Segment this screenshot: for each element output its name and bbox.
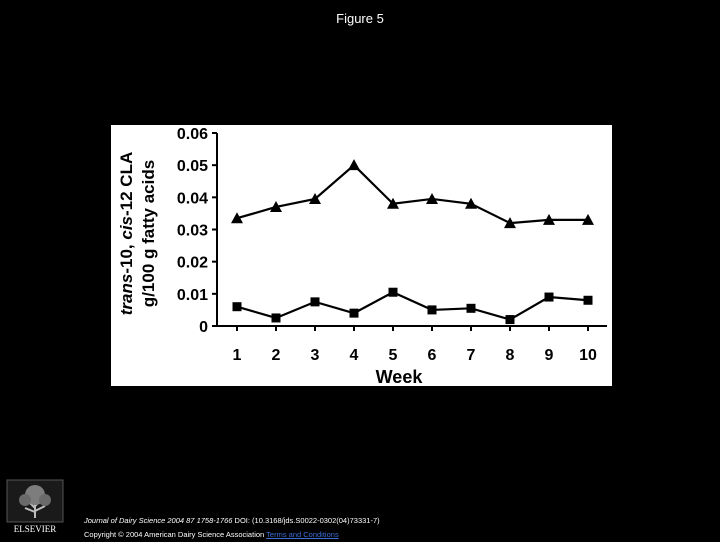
square-point: [388, 287, 398, 297]
square-point: [505, 315, 515, 325]
svg-text:ELSEVIER: ELSEVIER: [14, 524, 57, 534]
figure-title: Figure 5: [336, 11, 384, 26]
square-point: [349, 308, 359, 318]
terms-link[interactable]: Terms and Conditions: [266, 530, 339, 539]
elsevier-logo: ELSEVIER: [6, 479, 64, 534]
triangle-point: [231, 212, 243, 224]
triangle-point: [543, 213, 555, 225]
x-tick-label: 1: [233, 347, 242, 364]
x-axis-ticks: 1 2 3 4 5 6 7 8 9 10: [233, 326, 597, 364]
journal-citation: Journal of Dairy Science 2004 87 1758-17…: [84, 516, 233, 525]
y-tick-label: 0: [199, 319, 208, 336]
axes: [216, 133, 607, 327]
y-tick-label: 0.04: [177, 190, 208, 207]
series-group: [231, 159, 594, 325]
y-axis-title-part: cis: [117, 216, 136, 240]
y-tick-label: 0.01: [177, 287, 208, 304]
y-tick-label: 0.02: [177, 255, 208, 272]
x-tick-label: 3: [311, 347, 320, 364]
square-point: [583, 295, 593, 305]
copyright-text: Copyright © 2004 American Dairy Science …: [84, 530, 265, 539]
citation-footer: Journal of Dairy Science 2004 87 1758-17…: [84, 514, 380, 542]
x-tick-label: 8: [506, 347, 515, 364]
y-tick-label: 0.03: [177, 223, 208, 240]
triangle-point: [426, 192, 438, 204]
square-point: [232, 302, 242, 312]
triangle-point: [309, 192, 321, 204]
line-chart: trans-10, cis-12 CLA g/100 g fatty acids …: [117, 126, 607, 386]
x-tick-label: 4: [350, 347, 359, 364]
chart-panel: trans-10, cis-12 CLA g/100 g fatty acids …: [111, 125, 612, 386]
x-tick-label: 10: [579, 347, 597, 364]
series-line-triangle: [236, 163, 588, 225]
x-tick-label: 5: [389, 347, 398, 364]
y-axis-title: trans-10, cis-12 CLA g/100 g fatty acids: [117, 152, 158, 315]
y-axis-title-line: g/100 g fatty acids: [139, 160, 158, 307]
triangle-point: [270, 200, 282, 212]
y-tick-label: 0.06: [177, 126, 208, 143]
square-point: [310, 297, 320, 307]
triangle-point: [465, 197, 477, 209]
y-tick-label: 0.05: [177, 158, 208, 175]
square-point: [544, 292, 554, 302]
square-point: [427, 305, 437, 315]
y-axis-ticks: 0 0.01 0.02 0.03 0.04 0.05 0.06: [177, 126, 217, 336]
triangle-point: [348, 159, 360, 171]
triangle-point: [504, 217, 516, 229]
triangle-point: [582, 213, 594, 225]
x-tick-label: 7: [467, 347, 476, 364]
y-axis-title-part: g/100 g fatty acids: [139, 160, 158, 307]
square-point: [271, 313, 281, 323]
y-axis-title-part: -12 CLA: [117, 152, 136, 216]
x-tick-label: 2: [272, 347, 281, 364]
x-tick-label: 6: [428, 347, 437, 364]
x-tick-label: 9: [545, 347, 554, 364]
x-axis-title: Week: [376, 367, 424, 386]
series-line-square: [236, 290, 589, 321]
y-axis-title-part: trans: [117, 274, 136, 316]
square-point: [466, 303, 476, 313]
triangle-point: [387, 197, 399, 209]
doi-text: DOI: (10.3168/jds.S0022-0302(04)73331-7): [234, 516, 380, 525]
y-axis-title-part: -10,: [117, 240, 136, 274]
y-axis-title-line: trans-10, cis-12 CLA: [117, 152, 136, 315]
